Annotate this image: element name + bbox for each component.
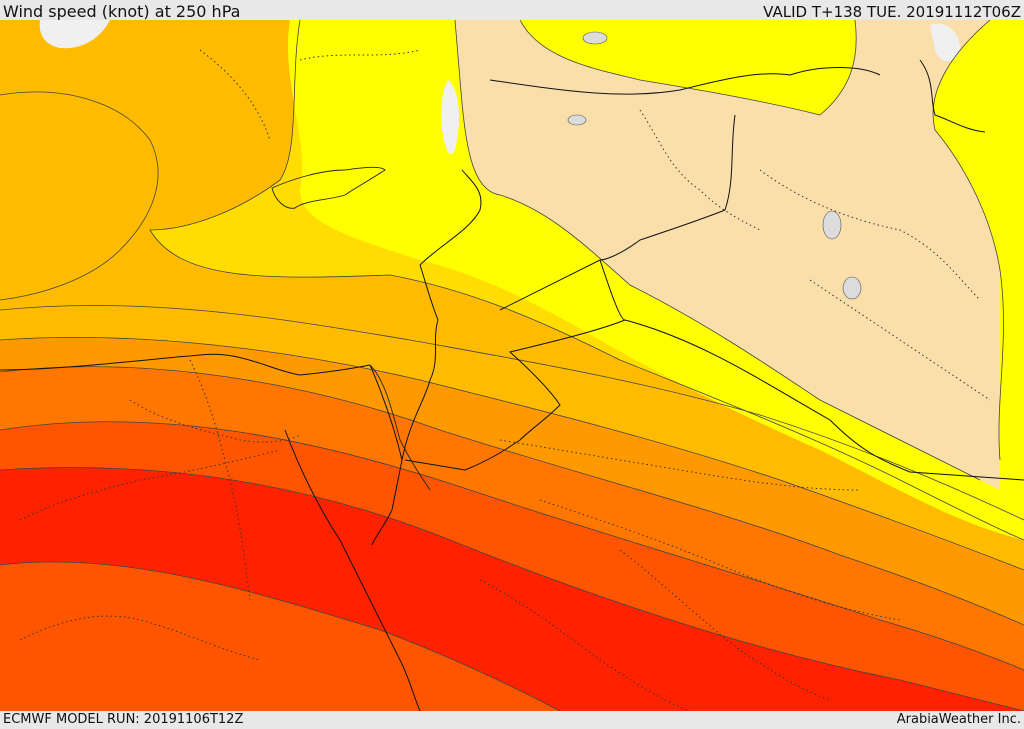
model-run: ECMWF MODEL RUN: 20191106T12Z xyxy=(3,712,244,727)
lake-van xyxy=(582,31,608,45)
credit-label: ArabiaWeather Inc. xyxy=(896,712,1021,727)
coastal-water-levant xyxy=(441,80,460,154)
band-orange-southwest xyxy=(0,561,560,711)
map-area xyxy=(0,20,1024,711)
band-amber-west xyxy=(0,92,159,300)
wind-speed-map xyxy=(0,20,1024,711)
admin-boundaries xyxy=(19,49,991,711)
cyprus-island xyxy=(271,166,386,209)
lake-assad xyxy=(567,114,587,126)
band-weakest xyxy=(455,20,1000,490)
sinai-coast xyxy=(369,364,431,491)
header-bar: Wind speed (knot) at 250 hPa VALID T+138… xyxy=(0,0,1024,21)
band-yellow-east xyxy=(933,20,1024,470)
mediterranean-patch xyxy=(39,20,110,49)
country-borders xyxy=(0,59,1024,711)
contour-lines xyxy=(0,20,1024,711)
lake-habbaniyah xyxy=(842,276,862,300)
map-title: Wind speed (knot) at 250 hPa xyxy=(3,2,241,21)
footer-bar: ECMWF MODEL RUN: 20191106T12Z ArabiaWeat… xyxy=(0,711,1024,729)
valid-time: VALID T+138 TUE. 20191112T06Z xyxy=(763,3,1021,21)
lake-tharthar xyxy=(822,210,842,240)
caspian-edge xyxy=(930,23,960,62)
band-yellow-north-inlet xyxy=(520,20,857,115)
